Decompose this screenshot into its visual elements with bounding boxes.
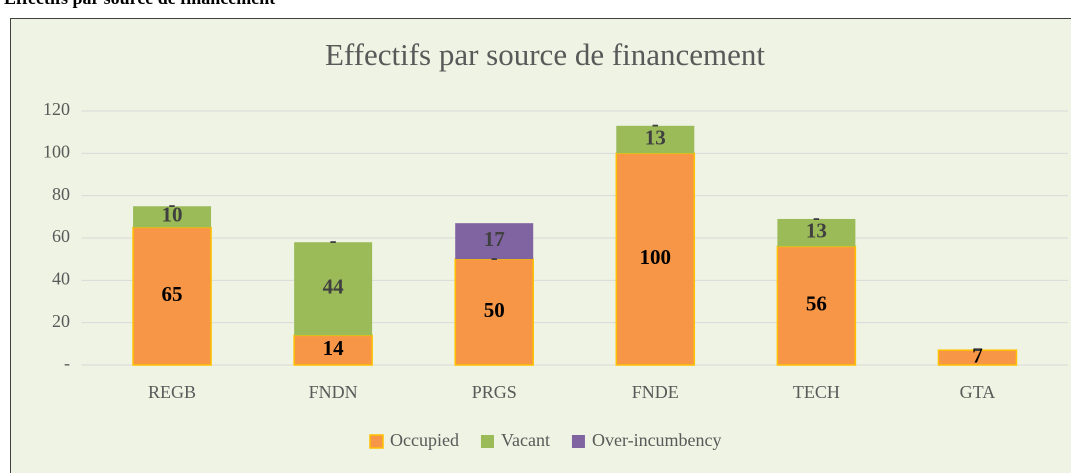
y-tick-label: 120	[43, 99, 70, 119]
data-label: -	[491, 245, 498, 269]
y-tick-label: 60	[52, 226, 70, 246]
x-tick-label: FNDN	[309, 382, 358, 402]
x-tick-label: TECH	[793, 382, 840, 402]
bar-segment	[455, 223, 534, 260]
data-label: 7	[972, 343, 983, 367]
data-label: 10	[162, 203, 183, 227]
legend-swatch	[369, 434, 384, 449]
data-label: -	[974, 336, 981, 360]
data-label: -	[330, 228, 337, 252]
x-tick-label: PRGS	[472, 382, 517, 402]
data-label: 17	[484, 227, 505, 251]
data-label: 56	[806, 292, 827, 316]
x-tick-label: GTA	[960, 382, 996, 402]
y-tick-label: -	[64, 353, 70, 373]
data-label: -	[813, 205, 820, 229]
chart-title: Effectifs par source de financement	[325, 37, 765, 72]
bar-segment	[293, 334, 373, 366]
y-tick-label: 80	[52, 184, 70, 204]
bar-segment	[616, 125, 695, 154]
data-label: 44	[323, 275, 345, 299]
y-tick-label: 100	[43, 141, 70, 161]
legend-label: Occupied	[390, 430, 459, 450]
bar-segment	[133, 206, 212, 228]
bar-segment	[615, 152, 696, 366]
x-tick-label: REGB	[148, 382, 196, 402]
data-label: 13	[806, 219, 827, 243]
y-tick-label: 40	[52, 268, 70, 288]
data-label: 65	[162, 282, 183, 306]
data-label: 100	[640, 245, 672, 269]
page-heading: Effectifs par source de financement	[4, 0, 275, 8]
bar-segment	[454, 258, 534, 366]
bar-segment	[132, 226, 212, 366]
data-label: 13	[645, 125, 666, 149]
legend-swatch	[480, 435, 494, 448]
data-label: 50	[484, 298, 505, 322]
bar-segment	[776, 245, 857, 366]
bar-segment	[777, 218, 856, 247]
data-label: -	[652, 112, 659, 136]
data-label: 14	[323, 336, 345, 360]
data-label: -	[974, 336, 981, 360]
legend-label: Over-incumbency	[592, 430, 722, 450]
x-tick-label: FNDE	[632, 382, 679, 402]
y-tick-label: 20	[52, 311, 70, 331]
bar-segment	[937, 349, 1018, 366]
legend-swatch	[571, 435, 585, 448]
legend-label: Vacant	[501, 430, 550, 450]
bar-segment	[294, 242, 373, 336]
data-label: -	[169, 192, 176, 216]
